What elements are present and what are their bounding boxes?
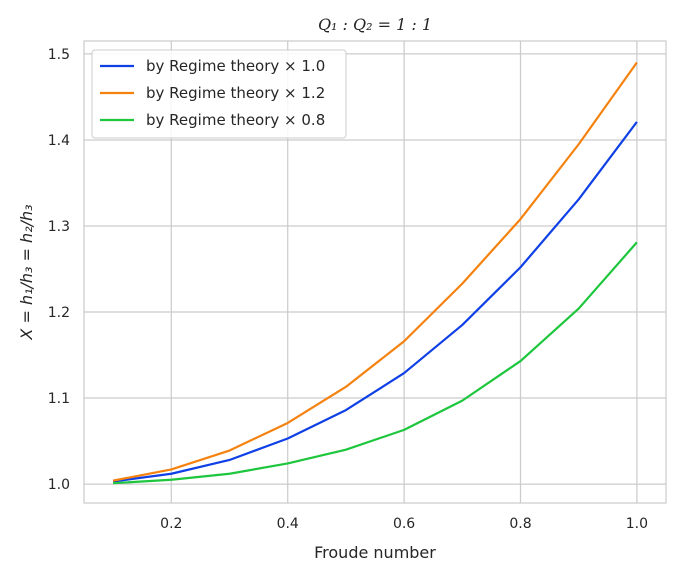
x-tick-label: 0.6 [393, 516, 415, 532]
plot-frame [83, 40, 667, 504]
y-tick-labels: 1.0 1.1 1.2 1.3 1.4 1.5 [48, 47, 70, 493]
legend-label-1: by Regime theory × 1.0 [146, 57, 325, 75]
legend-box [91, 49, 347, 139]
x-tick-label: 0.4 [277, 516, 299, 532]
series-line-1 [112, 121, 638, 483]
legend-label-3: by Regime theory × 0.8 [146, 111, 325, 129]
y-tick-label: 1.1 [48, 391, 70, 407]
chart-title: Q₁ : Q₂ = 1 : 1 [318, 15, 432, 34]
legend: by Regime theory × 1.0 by Regime theory ×… [91, 49, 347, 139]
x-tick-label: 0.8 [509, 516, 531, 532]
y-tick-label: 1.2 [48, 305, 70, 321]
x-tick-label: 1.0 [626, 516, 648, 532]
x-tick-label: 0.2 [160, 516, 182, 532]
legend-label-2: by Regime theory × 1.2 [146, 84, 325, 102]
y-tick-label: 1.0 [48, 477, 70, 493]
series-line-2 [112, 61, 638, 482]
x-axis-label: Froude number [314, 543, 436, 562]
y-tick-label: 1.4 [48, 133, 70, 149]
y-tick-label: 1.5 [48, 47, 70, 63]
x-tick-labels: 0.2 0.4 0.6 0.8 1.0 [160, 516, 648, 532]
y-axis-label: X = h₁/h₃ = h₂/h₃ [17, 204, 36, 340]
y-tick-label: 1.3 [48, 219, 70, 235]
series-lines [112, 61, 638, 485]
gridlines [84, 41, 666, 503]
series-line-3 [113, 241, 638, 485]
